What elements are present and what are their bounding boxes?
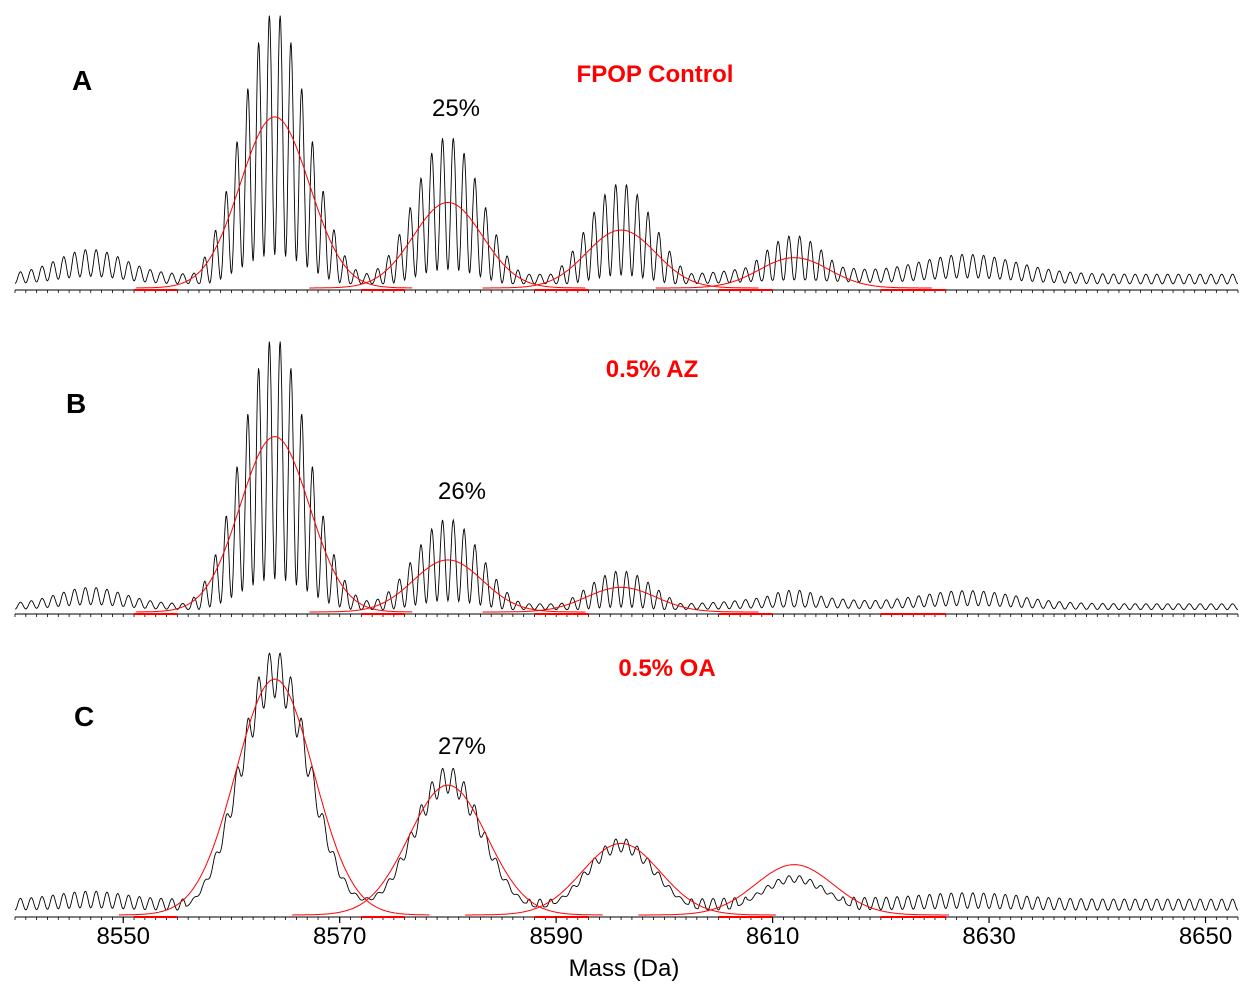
spectrum-trace: [14, 15, 1239, 285]
x-axis-title: Mass (Da): [569, 955, 680, 982]
gaussian-fit-1: [118, 678, 430, 916]
gaussian-fit-1: [136, 436, 413, 613]
condition-label-c: 0.5% OA: [618, 655, 715, 682]
x-tick-label: 8550: [97, 923, 150, 950]
panel-label-b: B: [66, 388, 86, 419]
panel-b: [14, 341, 1239, 617]
gaussian-fit-4: [638, 864, 949, 916]
oxidation-percent-b: 26%: [438, 478, 486, 505]
x-tick-label: 8610: [746, 923, 799, 950]
x-tick-label: 8650: [1179, 923, 1232, 950]
x-tick-label: 8570: [313, 923, 366, 950]
x-tick-label: 8590: [529, 923, 582, 950]
spectrum-trace: [14, 341, 1239, 610]
condition-label-a: FPOP Control: [577, 61, 734, 88]
gaussian-fit-3: [482, 586, 759, 613]
x-tick-label: 8630: [962, 923, 1015, 950]
gaussian-fit-1: [136, 116, 413, 289]
panel-c: [14, 652, 1239, 920]
panel-label-a: A: [72, 65, 92, 96]
gaussian-fit-2: [292, 784, 603, 916]
panel-a: [14, 15, 1239, 293]
condition-label-b: 0.5% AZ: [606, 356, 698, 383]
gaussian-fit-2: [309, 559, 586, 613]
x-axis: 8550 8570 8590 8610 8630 8650: [97, 917, 1232, 950]
gaussian-fit-3: [465, 843, 776, 916]
gaussian-fit-4: [655, 257, 932, 289]
oxidation-percent-c: 27%: [438, 733, 486, 760]
panel-label-c: C: [74, 701, 94, 732]
gaussian-fit-2: [309, 201, 586, 289]
gaussian-fit-3: [482, 229, 759, 289]
oxidation-percent-a: 25%: [432, 95, 480, 122]
spectrum-trace: [14, 652, 1239, 911]
